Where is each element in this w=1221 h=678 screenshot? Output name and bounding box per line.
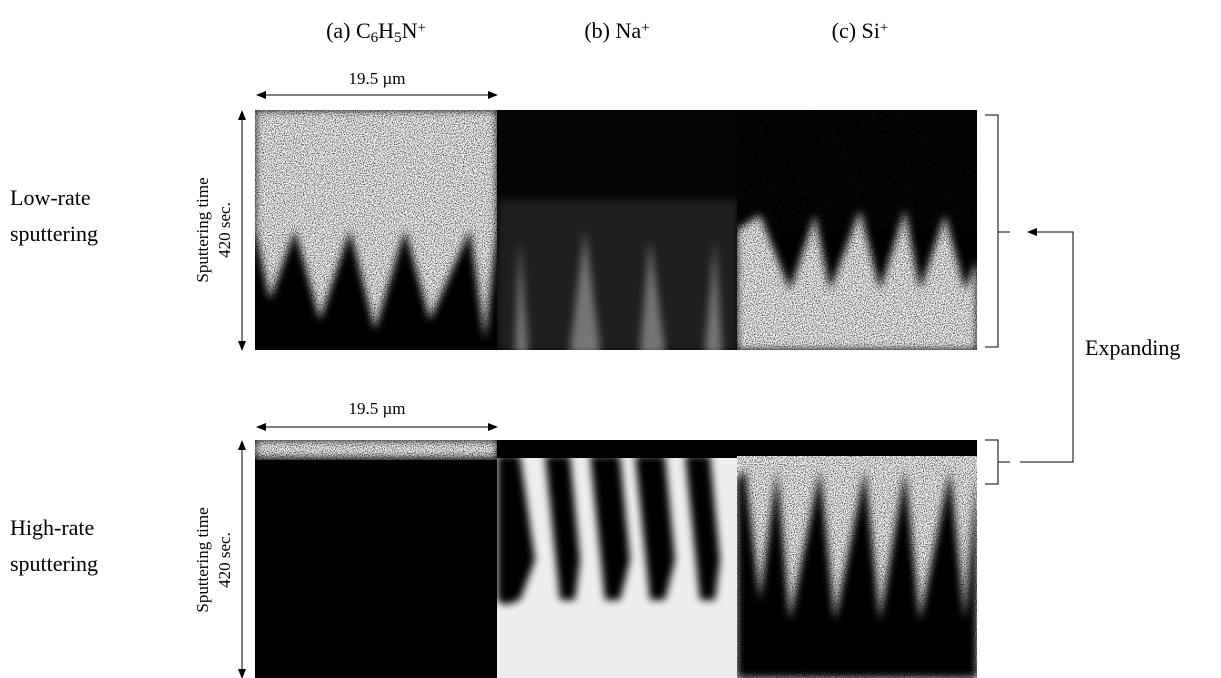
panel-c-high xyxy=(737,440,977,678)
axis-title: Sputtering time xyxy=(193,177,212,282)
panel-c-low xyxy=(737,110,977,350)
label-run: 6 xyxy=(371,30,379,46)
panel-b-high xyxy=(497,440,737,678)
label-run: 5 xyxy=(394,30,402,46)
row-label: High-rate xyxy=(10,515,94,540)
label-run: + xyxy=(417,20,425,36)
scale-label: 19.5 µm xyxy=(348,399,405,418)
label-run: H xyxy=(378,18,394,43)
row-label: sputtering xyxy=(10,221,98,246)
column-label: (c) Si+ xyxy=(832,18,889,43)
expanding-connector xyxy=(1020,228,1074,463)
label-run: (b) Na xyxy=(584,18,641,43)
row-label: sputtering xyxy=(10,551,98,576)
column-label: (a) C6H5N+ xyxy=(326,18,426,46)
panel-a-high xyxy=(255,440,497,678)
label-run: (a) C xyxy=(326,18,371,43)
panel-a-low xyxy=(255,110,497,350)
axis-value: 420 sec. xyxy=(215,202,234,258)
row-label: Low-rate xyxy=(10,185,91,210)
label-run: + xyxy=(641,20,649,36)
label-run: (c) Si xyxy=(832,18,880,43)
bracket xyxy=(985,439,1010,485)
scale-label: 19.5 µm xyxy=(348,69,405,88)
axis-title: Sputtering time xyxy=(193,507,212,612)
axis-value: 420 sec. xyxy=(215,532,234,588)
column-label: (b) Na+ xyxy=(584,18,649,43)
label-run: N xyxy=(402,18,418,43)
bracket xyxy=(985,114,1010,348)
annotation: Expanding xyxy=(1085,335,1180,360)
panel-b-low xyxy=(497,110,737,350)
label-run: + xyxy=(880,20,888,36)
